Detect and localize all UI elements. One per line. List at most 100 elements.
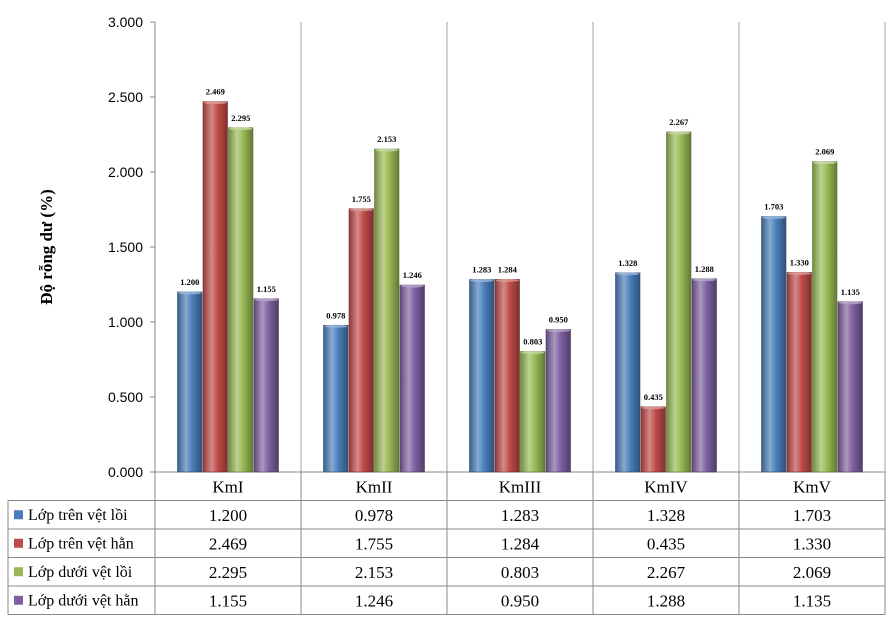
table-cell: 1.330 [793,534,831,553]
bars: 1.200 2.469 2.295 1.155 0.978 1.755 2.153 1.246… [177,87,863,473]
data-label: 2.469 [206,87,225,97]
table-cell: 1.284 [501,534,540,553]
bar-top [470,279,494,283]
legend-label: Lớp trên vệt hằn [28,535,134,552]
data-label: 0.435 [644,392,663,402]
y-tick-label: 1.500 [108,239,143,255]
bar [640,406,666,473]
table-cell: 2.267 [647,563,686,582]
data-label: 1.288 [695,264,714,274]
table-cell: 0.435 [647,534,685,553]
bar [545,329,571,473]
table-cell: 2.069 [793,563,831,582]
table-cell: 1.755 [355,534,393,553]
bar-top [324,324,348,328]
table-cell: 1.703 [793,506,831,525]
data-label: 2.153 [377,134,396,144]
table-cell: 2.295 [209,563,247,582]
category-label: KmIII [499,477,542,496]
category-label: KmI [212,477,244,496]
table-cell: 1.288 [647,591,685,610]
table-cell: 0.950 [501,591,539,610]
data-label: 1.135 [841,287,860,297]
data-label: 2.069 [815,147,834,157]
y-tick-label: 3.000 [108,14,143,30]
data-label: 1.155 [257,284,276,294]
y-tick-label: 2.500 [108,89,143,105]
bar-top [667,131,691,135]
bar [666,131,692,473]
data-label: 0.950 [549,315,568,325]
bar [520,351,546,473]
bar [494,279,520,473]
table-cell: 0.803 [501,563,539,582]
table-cell: 1.200 [209,506,247,525]
axes: 0.000 0.500 1.000 1.500 2.000 2.500 3.000 Độ rỗ… [37,14,886,480]
bar [374,148,400,473]
bar [786,272,812,473]
data-label: 1.330 [790,258,809,268]
bar-top [616,272,640,276]
bar [691,278,717,473]
bar [837,301,863,473]
table-cell: 1.135 [793,591,831,610]
table-cell: 2.469 [209,534,247,553]
bar [253,298,279,473]
legend-label: Lớp dưới vệt hằn [28,592,138,609]
bar-top [203,101,227,105]
bar-top [178,291,202,295]
bar-top [813,161,837,165]
data-label: 1.200 [180,277,199,287]
bar [177,291,203,473]
bar-top [521,351,545,355]
bar [615,272,641,473]
bar [469,279,495,473]
bar [399,284,425,473]
data-label: 1.246 [403,270,422,280]
bar-top [546,329,570,332]
bar-top [787,272,811,275]
bar-top [762,216,786,220]
table-cell: 2.153 [355,563,393,582]
data-label: 1.328 [618,258,637,268]
bar-top [229,127,253,131]
legend-swatch [14,538,23,548]
y-tick-label: 1.000 [108,314,143,330]
legend-swatch [14,567,23,577]
bar-top [400,284,424,288]
data-label: 2.267 [669,117,689,127]
bar-top [641,406,665,410]
table-cell: 1.155 [209,591,247,610]
table-cell: 1.246 [355,591,393,610]
bar-top [692,278,716,282]
data-label: 0.978 [326,310,345,320]
category-label: KmV [793,477,832,496]
data-table: KmI KmII KmIII KmIV KmV Lớp trên vệt lồi 1.200… [7,472,886,615]
legend-label: Lớp trên vệt lồi [28,507,128,524]
bar [348,208,374,473]
data-label: 0.803 [523,337,542,347]
bar [812,161,838,473]
category-label: KmIV [644,477,688,496]
data-label: 1.283 [472,265,491,275]
bar [761,216,787,473]
legend-swatch [14,510,23,520]
y-axis-label: Độ rỗng dư (%) [37,189,56,305]
bar [323,324,349,473]
bar-top [838,301,862,305]
bar-top [375,148,399,152]
bar-top [349,208,373,212]
y-tick-label: 0.000 [108,464,143,480]
legend-label: Lớp dưới vệt lồi [28,564,133,581]
category-label: KmII [356,477,393,496]
y-tick-label: 0.500 [108,389,143,405]
table-cell: 1.283 [501,506,539,525]
bar-top [495,278,519,282]
table-cell: 1.328 [647,506,685,525]
data-label: 1.284 [498,264,518,274]
data-label: 1.703 [764,202,783,212]
data-label: 2.295 [231,113,250,123]
table-cell: 0.978 [355,506,393,525]
data-label: 1.755 [352,194,371,204]
